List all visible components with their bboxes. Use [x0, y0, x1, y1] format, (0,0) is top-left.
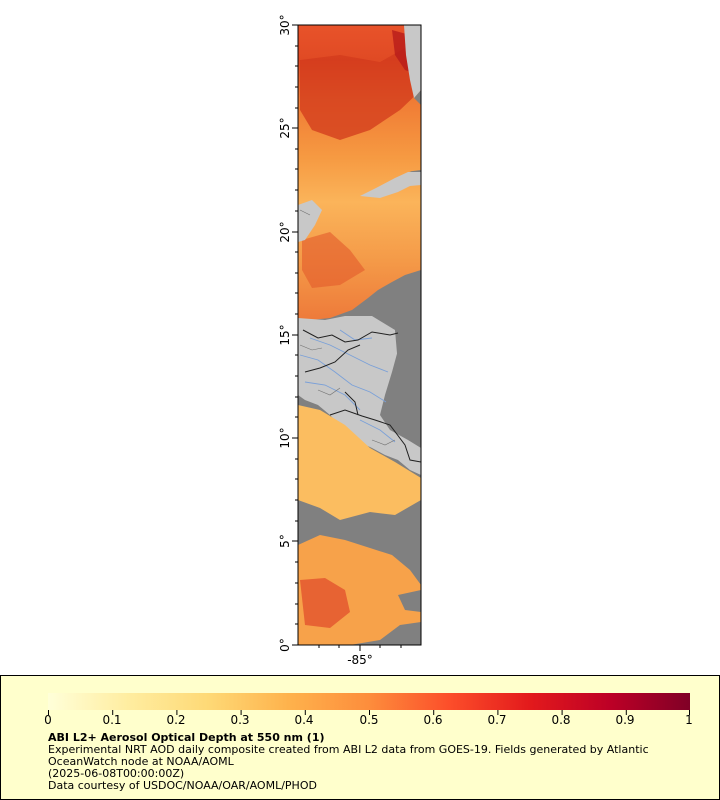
land-florida — [404, 25, 421, 98]
aod-field-pacific-mid — [298, 405, 421, 520]
colorbar-ticks — [48, 710, 690, 715]
lon-label-minus85: -85° — [347, 653, 373, 667]
lat-label-0: 0° — [278, 638, 292, 652]
lat-label-5: 5° — [278, 534, 292, 548]
colorbar-label-0.9: 0.9 — [615, 713, 635, 727]
colorbar-label-0.2: 0.2 — [166, 713, 186, 727]
lat-label-25: 25° — [278, 117, 292, 138]
aod-map: 0° 5° 10° 15° 20° 25° 30° -85° — [278, 14, 422, 667]
colorbar-label-0.5: 0.5 — [359, 713, 379, 727]
lat-label-30: 30° — [278, 14, 292, 35]
lon-axis — [318, 645, 402, 651]
colorbar-label-1: 1 — [685, 713, 693, 727]
colorbar-gradient — [48, 693, 690, 710]
land-yucatan — [298, 200, 322, 242]
state-borders — [299, 209, 396, 446]
lat-label-20: 20° — [278, 221, 292, 242]
caribbean-nodata — [385, 320, 421, 440]
legend-description-line2: OceanWatch node at NOAA/AOML — [48, 755, 234, 768]
colorbar-label-0.6: 0.6 — [423, 713, 443, 727]
colorbar-label-0.7: 0.7 — [487, 713, 507, 727]
land-central-america — [298, 316, 421, 475]
map-frame-content — [298, 25, 421, 645]
legend-credit: Data courtesy of USDOC/NOAA/OAR/AOML/PHO… — [48, 779, 317, 792]
aod-high-south — [300, 578, 350, 628]
rivers — [299, 329, 396, 443]
colorbar — [48, 693, 690, 715]
south-nodata-gap — [398, 590, 421, 612]
lat-label-15: 15° — [278, 324, 292, 345]
colorbar-label-0.1: 0.1 — [102, 713, 122, 727]
legend-timestamp: (2025-06-08T00:00:00Z) — [48, 767, 185, 780]
lat-axis: 0° 5° 10° 15° 20° 25° 30° — [278, 14, 298, 652]
colorbar-label-0.3: 0.3 — [230, 713, 250, 727]
legend-title: ABI L2+ Aerosol Optical Depth at 550 nm … — [48, 731, 325, 744]
colorbar-label-0.8: 0.8 — [551, 713, 571, 727]
legend-panel: 0 0.1 0.2 0.3 0.4 0.5 0.6 0.7 0.8 0.9 1 … — [0, 675, 720, 800]
land-cuba — [360, 172, 421, 198]
colorbar-label-0.4: 0.4 — [294, 713, 314, 727]
country-borders — [302, 329, 421, 463]
legend-description-line1: Experimental NRT AOD daily composite cre… — [48, 743, 649, 756]
aod-high-patch — [300, 40, 421, 140]
lat-label-10: 10° — [278, 427, 292, 448]
legend-text: ABI L2+ Aerosol Optical Depth at 550 nm … — [48, 732, 698, 792]
colorbar-label-0: 0 — [44, 713, 52, 727]
aod-mid-patch — [302, 232, 365, 288]
